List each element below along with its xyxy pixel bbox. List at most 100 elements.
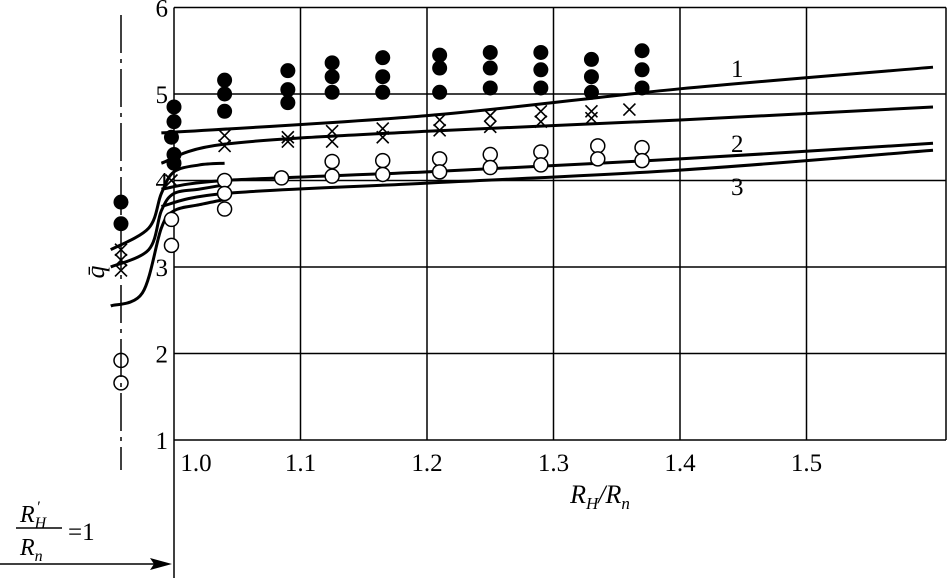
x-tick-label: 1.1 xyxy=(285,450,316,477)
filled-circle-point xyxy=(324,84,340,100)
y-tick-label: 2 xyxy=(156,342,169,369)
cross-point xyxy=(534,115,548,129)
open-circle-point xyxy=(482,146,498,163)
reference-label: RH′ Rn =1 xyxy=(16,499,95,565)
filled-circle-point xyxy=(217,72,233,88)
cross-point xyxy=(218,128,232,143)
cross-point xyxy=(584,104,599,118)
curve-unlabeled xyxy=(160,105,934,165)
open-circle-point xyxy=(324,168,340,184)
filled-circle-point xyxy=(432,84,448,100)
filled-circle-point xyxy=(634,62,650,78)
curve-label-3: 3 xyxy=(731,174,744,201)
curve-branch xyxy=(110,183,225,269)
curve-label-1: 1 xyxy=(731,56,744,83)
cross-point xyxy=(483,109,497,123)
cross-point xyxy=(433,113,447,127)
filled-circle-point xyxy=(280,63,296,79)
cross-point xyxy=(534,104,548,118)
cross-point xyxy=(622,103,636,117)
open-circle-point xyxy=(533,157,549,173)
filled-circle-point xyxy=(375,50,391,66)
x-tick-label: 1.3 xyxy=(538,450,569,477)
open-circle-point xyxy=(273,170,290,186)
x-tick-label: 1.4 xyxy=(664,450,696,477)
filled-circle-point xyxy=(482,60,498,76)
open-circle-point xyxy=(163,211,180,228)
filled-circle-point xyxy=(217,103,233,119)
curve-1 xyxy=(161,65,934,135)
grid xyxy=(173,6,947,441)
x-tick-label: 1.0 xyxy=(180,450,211,477)
y-tick-label: 1 xyxy=(156,428,169,455)
open-circle-point xyxy=(216,201,233,217)
filled-circle-point xyxy=(432,47,448,63)
open-circle-point xyxy=(590,138,606,154)
open-circle-point xyxy=(163,237,180,254)
filled-circle-point xyxy=(482,44,498,60)
cross-point xyxy=(483,120,497,134)
filled-circle-point xyxy=(533,62,549,78)
x-axis-label: RH/Rn xyxy=(569,480,630,513)
open-circle-point xyxy=(634,152,650,169)
filled-circle-point xyxy=(324,69,340,85)
x-tick-label: 1.5 xyxy=(791,450,822,477)
y-tick-label: 3 xyxy=(156,255,169,282)
x-tick-label: 1.2 xyxy=(411,450,442,477)
filled-circle-point xyxy=(533,80,549,96)
reference-arrow-head xyxy=(150,558,172,570)
filled-circle-point xyxy=(583,51,599,67)
open-circle-point xyxy=(482,159,498,176)
filled-circle-point xyxy=(583,84,599,100)
open-circle-point xyxy=(216,185,233,202)
filled-circle-point xyxy=(375,84,391,100)
filled-circle-point xyxy=(280,95,296,111)
y-tick-label: 6 xyxy=(156,0,169,23)
y-tick-label: 5 xyxy=(156,82,169,109)
open-circle-point xyxy=(431,151,448,167)
open-circle-point xyxy=(374,152,391,169)
filled-circle-point xyxy=(163,129,179,145)
filled-circle-point xyxy=(280,82,296,98)
cross-point xyxy=(376,130,390,144)
open-circle-point xyxy=(324,153,340,170)
curve-branch xyxy=(110,161,225,252)
open-circle-point xyxy=(533,144,549,160)
curves xyxy=(110,65,934,308)
cross-point xyxy=(281,135,295,149)
cross-point xyxy=(325,135,339,149)
svg-text:Rn: Rn xyxy=(19,535,43,565)
svg-text:=1: =1 xyxy=(68,519,95,546)
open-circle-point xyxy=(590,151,606,167)
y-axis-label: q̄ xyxy=(81,266,110,279)
curve-label-2: 2 xyxy=(731,131,744,158)
filled-circle-point xyxy=(432,60,448,76)
filled-circle-point xyxy=(634,43,650,59)
open-circle-point xyxy=(634,139,650,156)
cross-point xyxy=(218,139,232,153)
open-circle-point xyxy=(374,166,391,183)
cross-point xyxy=(281,130,295,144)
open-circle-point xyxy=(113,375,129,391)
tick-labels: 1.0 1.1 1.2 1.3 1.4 1.5 1 2 3 4 5 6 xyxy=(156,0,823,477)
y-tick-label: 4 xyxy=(156,169,169,196)
filled-circle-point xyxy=(324,55,340,71)
filled-circle-point xyxy=(482,80,498,96)
cross-point xyxy=(584,111,599,125)
cross-point xyxy=(325,124,339,138)
filled-circle-point xyxy=(375,69,391,85)
filled-circle-point xyxy=(634,80,650,96)
svg-text:RH′: RH′ xyxy=(19,499,48,532)
data-markers xyxy=(113,43,650,391)
filled-circle-point xyxy=(217,86,233,102)
cross-point xyxy=(114,263,128,278)
cross-point xyxy=(433,123,447,137)
svg-text:q̄: q̄ xyxy=(81,266,110,279)
filled-circle-point xyxy=(533,44,549,60)
open-circle-point xyxy=(216,172,233,189)
filled-circle-point xyxy=(583,69,599,85)
open-circle-point xyxy=(431,164,448,180)
cross-point xyxy=(164,173,179,188)
filled-circle-point xyxy=(166,99,182,115)
